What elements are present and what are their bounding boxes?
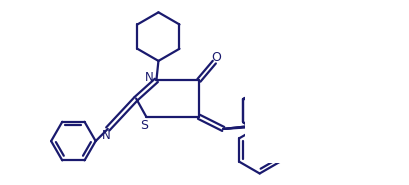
Text: N: N — [101, 129, 110, 142]
Text: O: O — [264, 91, 274, 104]
Text: S: S — [140, 119, 148, 132]
Text: O: O — [264, 91, 274, 104]
Bar — [245, 22, 386, 163]
Text: N: N — [144, 71, 153, 84]
Text: O: O — [211, 51, 221, 64]
